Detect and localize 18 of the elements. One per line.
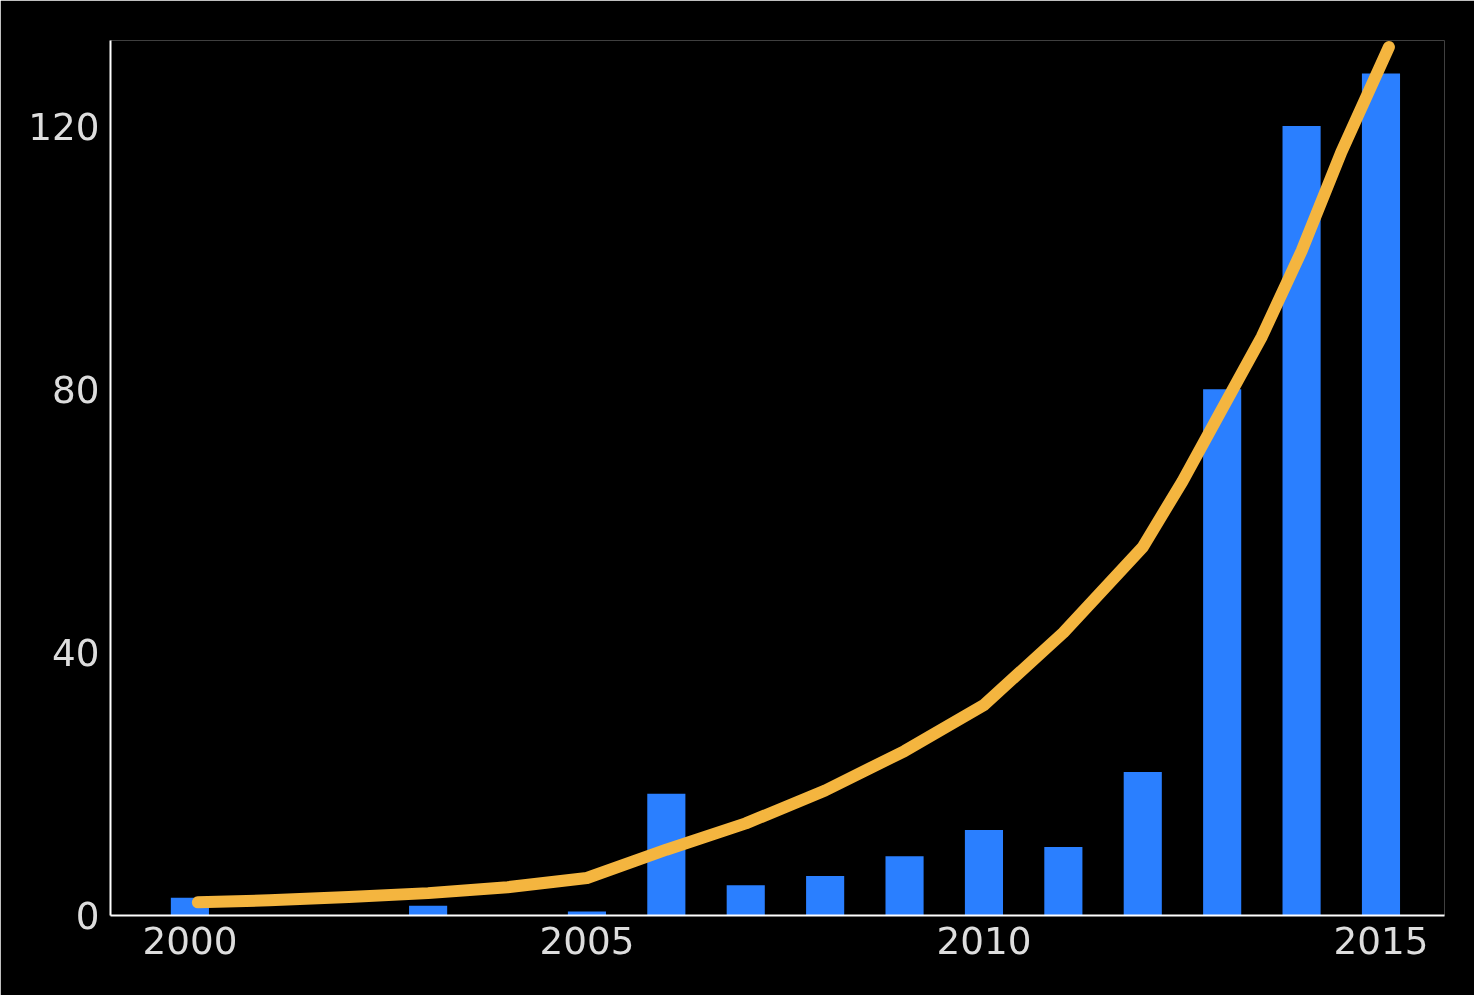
- y-tick-label: 80: [52, 367, 100, 412]
- bar: [409, 905, 448, 916]
- bar: [1282, 126, 1321, 916]
- bar: [726, 885, 765, 916]
- bar: [885, 856, 924, 916]
- y-tick-label: 40: [52, 630, 100, 675]
- bar: [1361, 73, 1401, 916]
- y-tick-label: 0: [75, 894, 100, 938]
- x-tick-label: 2010: [936, 918, 1032, 963]
- bar: [1044, 847, 1083, 916]
- bar: [1123, 772, 1162, 916]
- bar: [964, 829, 1004, 916]
- x-tick-label: 2000: [142, 918, 238, 963]
- x-tick-label: 2005: [539, 918, 635, 963]
- bar: [1203, 389, 1242, 916]
- bar: [806, 876, 845, 916]
- y-tick-label: 120: [28, 104, 100, 149]
- x-tick-label: 2015: [1333, 918, 1429, 963]
